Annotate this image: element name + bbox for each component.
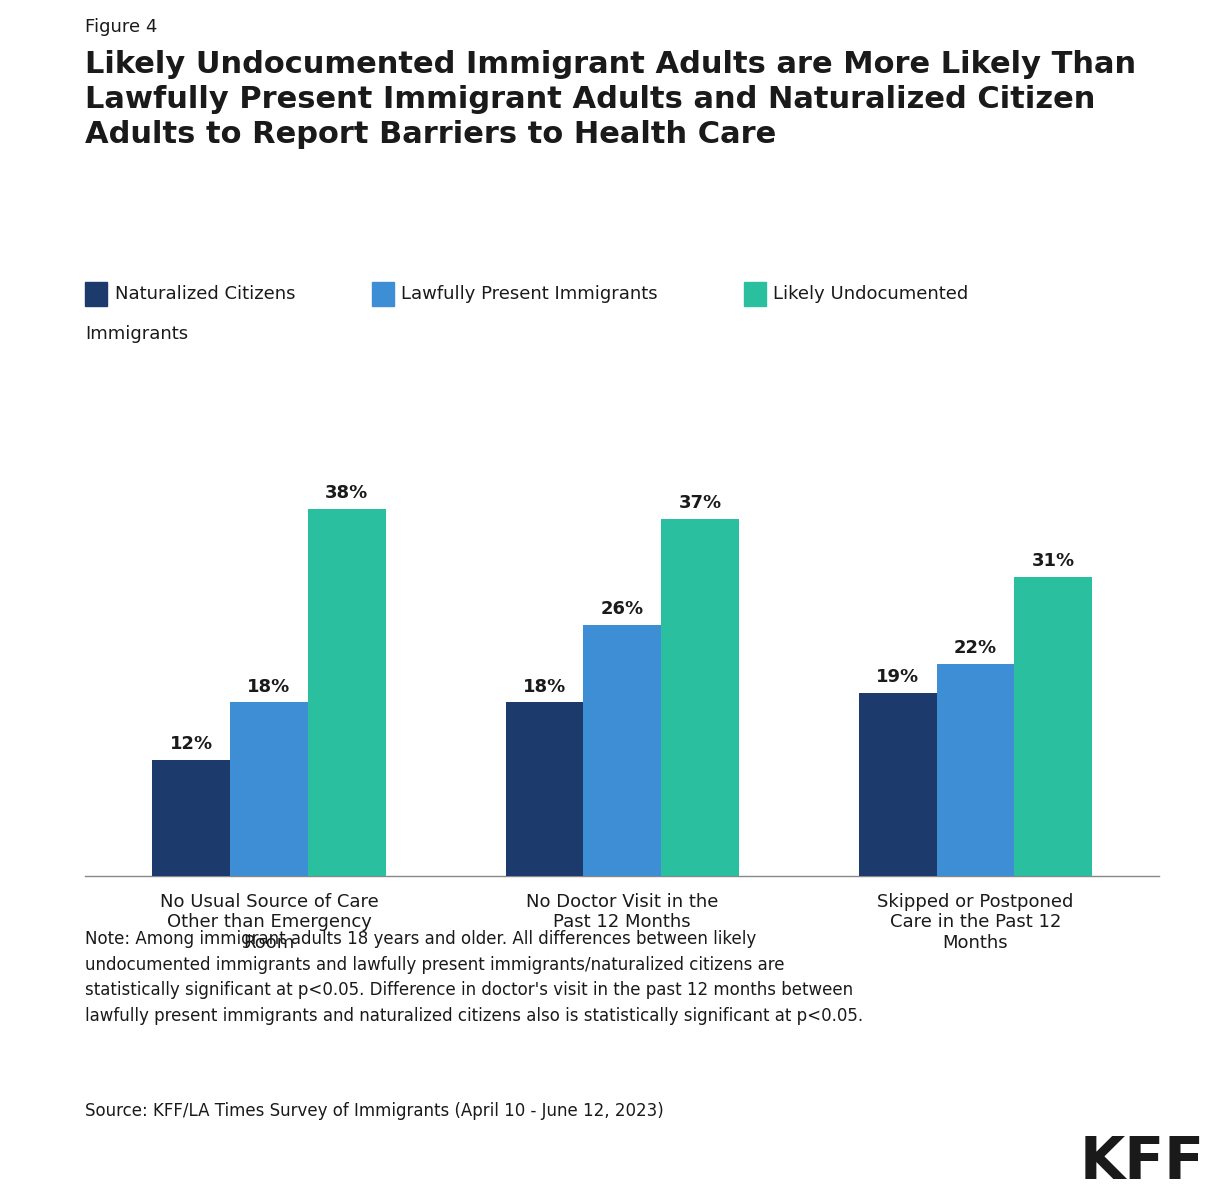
Text: 26%: 26% xyxy=(600,600,644,618)
Text: 38%: 38% xyxy=(325,485,368,503)
Bar xyxy=(152,760,231,876)
Text: Figure 4: Figure 4 xyxy=(85,18,157,36)
Text: 18%: 18% xyxy=(523,678,566,696)
Text: 19%: 19% xyxy=(876,668,919,686)
Bar xyxy=(1014,577,1092,876)
Bar xyxy=(859,692,937,876)
Text: Likely Undocumented: Likely Undocumented xyxy=(773,284,969,302)
Text: Likely Undocumented Immigrant Adults are More Likely Than
Lawfully Present Immig: Likely Undocumented Immigrant Adults are… xyxy=(85,50,1137,149)
Bar xyxy=(231,702,307,876)
Text: KFF: KFF xyxy=(1080,1134,1204,1190)
Text: 22%: 22% xyxy=(954,638,997,656)
Bar xyxy=(307,509,386,876)
Text: 18%: 18% xyxy=(248,678,290,696)
Bar xyxy=(937,664,1014,876)
Bar xyxy=(583,625,661,876)
Text: Lawfully Present Immigrants: Lawfully Present Immigrants xyxy=(401,284,658,302)
Text: 31%: 31% xyxy=(1031,552,1075,570)
Text: 12%: 12% xyxy=(170,736,214,754)
Bar xyxy=(661,518,739,876)
Text: 37%: 37% xyxy=(678,494,721,512)
Bar xyxy=(505,702,583,876)
Text: Source: KFF/LA Times Survey of Immigrants (April 10 - June 12, 2023): Source: KFF/LA Times Survey of Immigrant… xyxy=(85,1102,664,1120)
Text: Note: Among immigrant adults 18 years and older. All differences between likely
: Note: Among immigrant adults 18 years an… xyxy=(85,930,864,1025)
Text: Naturalized Citizens: Naturalized Citizens xyxy=(115,284,295,302)
Text: Immigrants: Immigrants xyxy=(85,324,189,343)
